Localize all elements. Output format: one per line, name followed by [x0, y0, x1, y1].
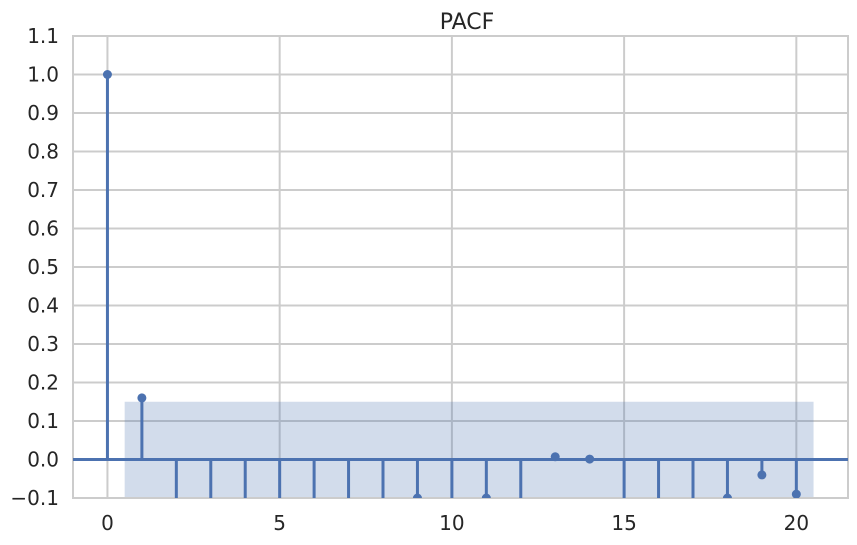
stem-marker [550, 452, 560, 462]
y-tick-label: 0.6 [27, 217, 59, 241]
stem-marker [137, 393, 147, 403]
stem-marker [481, 493, 491, 498]
y-tick-label: 0.0 [27, 448, 59, 472]
stem-marker [654, 505, 663, 514]
y-tick-label: 0.8 [27, 140, 59, 164]
y-tick-label: 0.1 [27, 409, 59, 433]
stem-layer [102, 70, 801, 522]
x-tick-label: 5 [273, 511, 286, 535]
stem-marker [722, 493, 732, 498]
chart-title: PACF [440, 10, 495, 35]
plot-frame [72, 35, 849, 499]
y-tick-label: 1.0 [27, 63, 59, 87]
stem-marker [310, 501, 319, 510]
stem-marker [241, 505, 250, 514]
stem-marker [344, 505, 353, 514]
stem-marker [102, 70, 112, 79]
stem-marker [791, 489, 801, 498]
y-tick-label: 0.3 [27, 332, 59, 356]
confidence-band [124, 401, 814, 498]
stem-marker [585, 454, 595, 464]
y-tick-label: 0.2 [27, 371, 59, 395]
x-tick-label: 20 [784, 511, 809, 535]
confidence-band-layer [124, 401, 814, 498]
tick-labels: −0.1 0.0 0.1 0.2 0.3 0.4 0.5 0.6 0.7 0.8 0.9 1.0 1.1… [10, 24, 809, 535]
x-tick-label: 15 [611, 511, 636, 535]
y-tick-label: 0.7 [27, 178, 59, 202]
y-tick-label: 0.4 [27, 294, 59, 318]
stem-marker [412, 493, 422, 498]
y-tick-label: 0.5 [27, 255, 59, 279]
x-tick-label: 0 [101, 511, 114, 535]
stem-marker [379, 509, 388, 518]
x-tick-label: 10 [439, 511, 464, 535]
stem-marker [689, 509, 698, 518]
y-tick-label: 1.1 [27, 24, 59, 48]
y-tick-label: 0.9 [27, 101, 59, 125]
stem-marker [757, 470, 767, 480]
stem-marker [206, 509, 215, 518]
stem-marker [516, 509, 525, 518]
y-tick-label: −0.1 [10, 486, 59, 510]
axes-frame [72, 35, 849, 499]
stem-marker [172, 513, 181, 522]
